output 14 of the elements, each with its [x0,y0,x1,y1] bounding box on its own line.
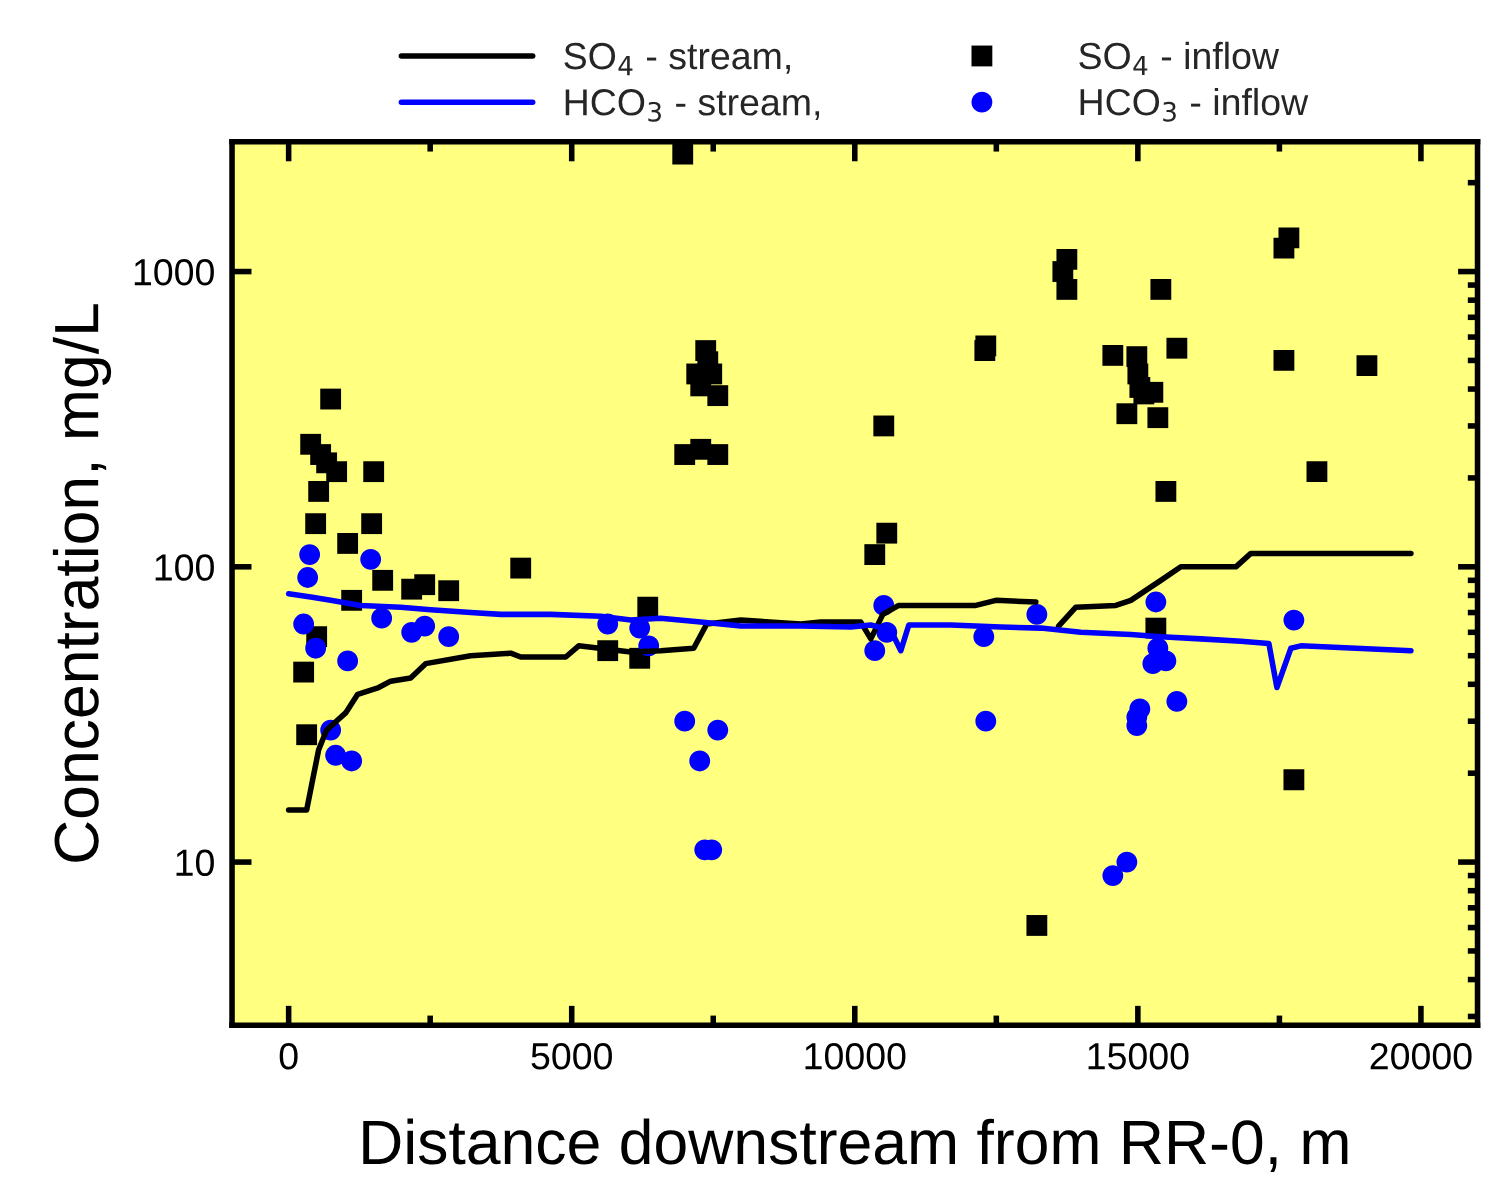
x-tick-label: 0 [279,1042,298,1070]
x-tick-label: 5000 [531,1042,612,1070]
x-tick-label: 15000 [1088,1042,1189,1070]
legend-label: HCO$_{3}$ - stream, [565,89,820,122]
legend-label: SO$_{4}$ - stream, [564,42,790,76]
y-tick-label: 100 [155,554,214,581]
legend-label: SO$_{4}$ - inflow [1079,41,1280,76]
legend-label: HCO$_{3}$ - inflow [1080,87,1309,122]
x-axis-title: Distance downstream from RR-0, m [363,1118,1348,1172]
x-tick-label: 20000 [1370,1042,1472,1070]
y-tick-label: 1000 [134,258,214,286]
y-axis-title: Concentration, mg/L [52,304,112,862]
y-tick-label: 10 [176,849,214,877]
x-tick-label: 10000 [805,1042,906,1070]
